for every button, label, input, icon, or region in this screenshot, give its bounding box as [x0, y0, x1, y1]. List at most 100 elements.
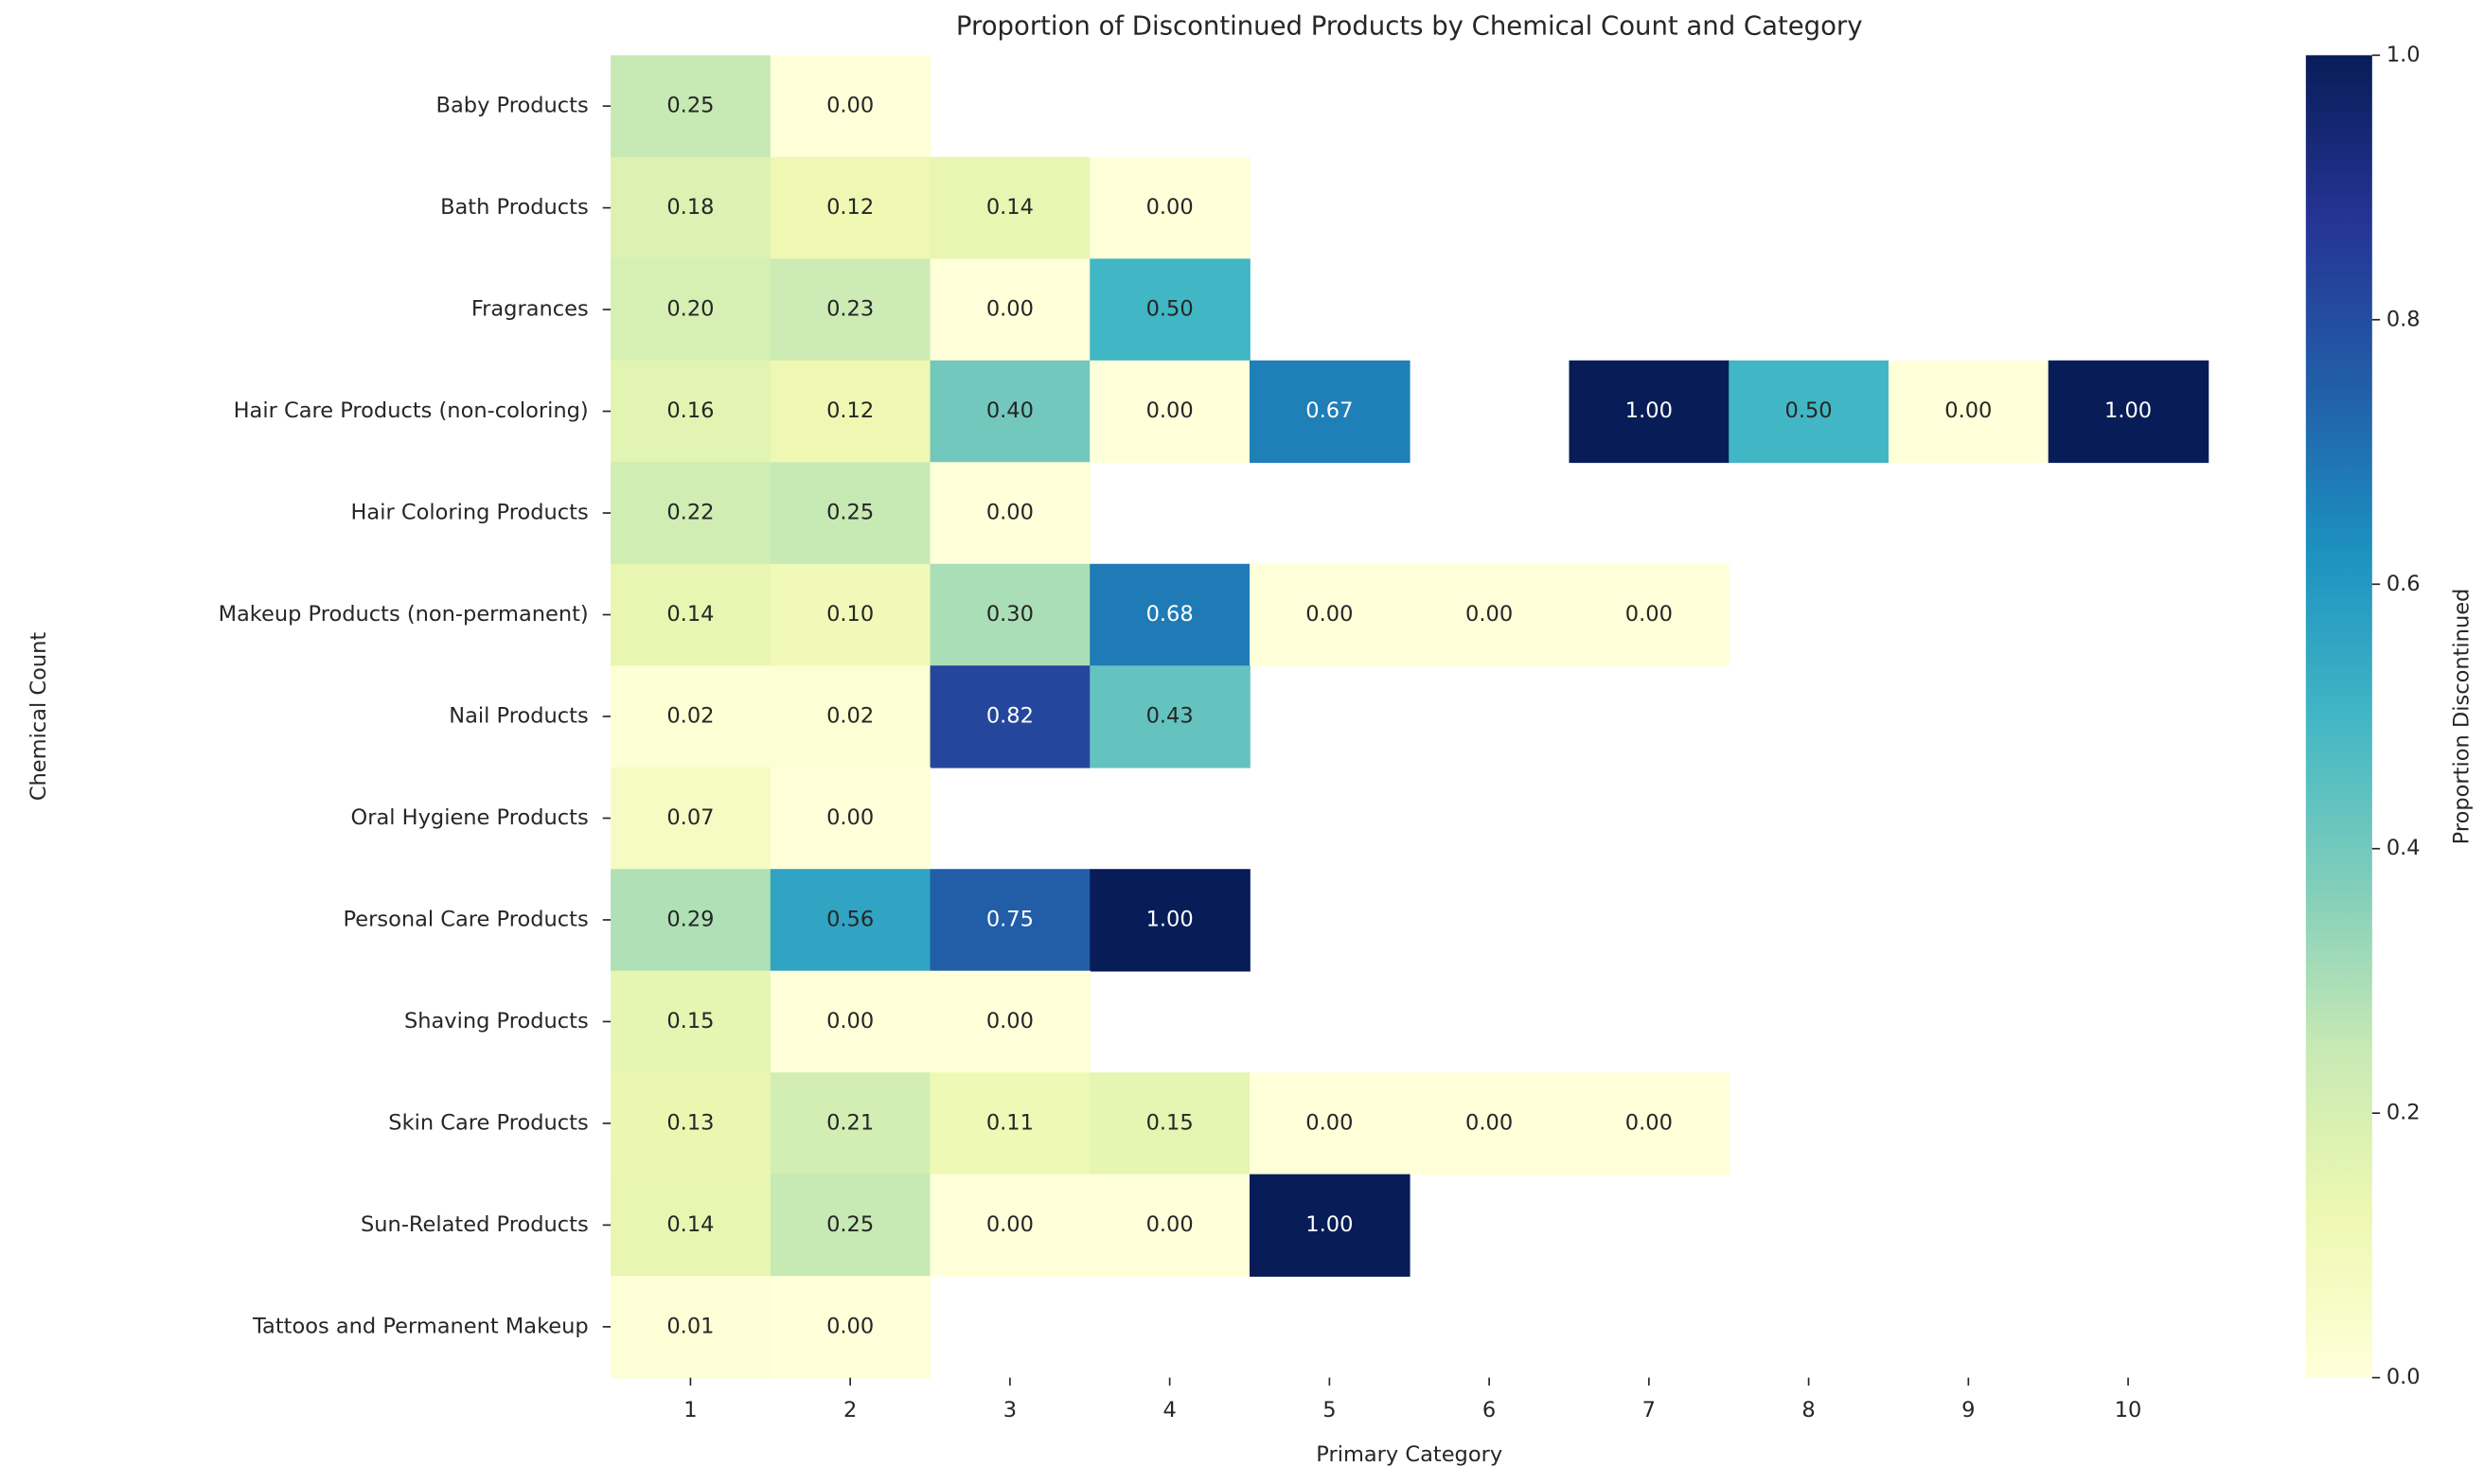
- heatmap-cell: [1090, 156, 1251, 260]
- y-tick-label: Nail Products: [449, 703, 588, 728]
- y-tick-label: Makeup Products (non-permanent): [219, 602, 589, 627]
- cell-label: 0.40: [986, 398, 1034, 423]
- heatmap-cell: [930, 156, 1091, 260]
- colorbar-label: Proportion Discontinued: [2449, 589, 2474, 845]
- x-tick-label: 5: [1322, 1398, 1336, 1422]
- cell-label: 0.00: [1146, 1212, 1194, 1237]
- heatmap-cell: [770, 1174, 932, 1277]
- cell-label: 0.68: [1146, 602, 1194, 627]
- heatmap-cell: [930, 1072, 1091, 1175]
- y-tick-label: Shaving Products: [404, 1009, 589, 1034]
- heatmap-cell: [1090, 1072, 1251, 1175]
- x-tick-label: 1: [683, 1398, 697, 1422]
- heatmap-cell: [611, 258, 772, 362]
- cell-label: 0.12: [826, 195, 874, 220]
- cell-label: 0.25: [826, 1212, 874, 1237]
- colorbar-tick-label: 1.0: [2386, 43, 2421, 67]
- cell-label: 0.02: [666, 703, 714, 728]
- heatmap-cell: [611, 360, 772, 464]
- heatmap-cell: [611, 970, 772, 1074]
- heatmap-cell: [770, 563, 932, 667]
- colorbar: [2305, 55, 2372, 1378]
- x-tick-label: 7: [1642, 1398, 1656, 1422]
- cell-label: 0.22: [666, 501, 714, 525]
- heatmap-cell: [1250, 563, 1411, 667]
- cell-label: 0.18: [666, 195, 714, 220]
- cell-label: 0.00: [986, 501, 1034, 525]
- x-tick-label: 6: [1482, 1398, 1496, 1422]
- y-axis-label: Chemical Count: [27, 632, 51, 802]
- cell-label: 0.00: [1625, 602, 1673, 627]
- colorbar-tick-label: 0.0: [2386, 1365, 2421, 1389]
- heatmap-cell: [770, 1276, 932, 1379]
- cell-label: 0.00: [1305, 602, 1353, 627]
- cell-label: 0.20: [666, 297, 714, 322]
- heatmap-cell: [930, 970, 1091, 1074]
- heatmap-cell: [930, 869, 1091, 972]
- x-tick-label: 10: [2115, 1398, 2142, 1422]
- x-tick-label: 2: [843, 1398, 857, 1422]
- cell-label: 0.00: [826, 1314, 874, 1338]
- heatmap-cell: [2048, 360, 2209, 464]
- heatmap-cell: [611, 665, 772, 768]
- heatmap-cell: [1569, 360, 1730, 464]
- colorbar-tick-label: 0.2: [2386, 1101, 2421, 1125]
- heatmap-cell: [1090, 258, 1251, 362]
- heatmap-cell: [1409, 1072, 1570, 1175]
- heatmap-cell: [930, 665, 1091, 768]
- heatmap-cell: [1090, 1174, 1251, 1277]
- cell-label: 1.00: [2104, 398, 2152, 423]
- x-tick-label: 9: [1961, 1398, 1975, 1422]
- heatmap-cell: [770, 462, 932, 565]
- cell-label: 0.43: [1146, 703, 1194, 728]
- heatmap-cell: [770, 55, 932, 158]
- cell-label: 0.25: [826, 501, 874, 525]
- cell-label: 0.25: [666, 94, 714, 118]
- y-tick-label: Oral Hygiene Products: [351, 805, 589, 830]
- heatmap-cell: [1090, 869, 1251, 972]
- x-tick-label: 8: [1801, 1398, 1815, 1422]
- y-tick-label: Hair Coloring Products: [351, 501, 589, 525]
- cell-label: 0.00: [826, 1009, 874, 1034]
- cell-label: 0.82: [986, 703, 1034, 728]
- cell-label: 0.50: [1785, 398, 1833, 423]
- cell-label: 0.01: [666, 1314, 714, 1338]
- heatmap-cell: [1409, 563, 1570, 667]
- cell-label: 0.75: [986, 907, 1034, 931]
- cell-label: 0.21: [826, 1110, 874, 1135]
- x-axis-label: Primary Category: [1316, 1442, 1502, 1467]
- heatmap-cell: [611, 55, 772, 158]
- y-tick-label: Personal Care Products: [344, 907, 589, 931]
- heatmap-cell: [770, 1072, 932, 1175]
- heatmap-cell: [1250, 1072, 1411, 1175]
- heatmap-cell: [770, 258, 932, 362]
- cell-label: 1.00: [1146, 907, 1194, 931]
- cell-label: 0.12: [826, 398, 874, 423]
- cell-label: 0.23: [826, 297, 874, 322]
- cell-label: 0.56: [826, 907, 874, 931]
- y-tick-label: Skin Care Products: [388, 1110, 588, 1135]
- cell-label: 0.00: [1465, 602, 1513, 627]
- cell-label: 0.16: [666, 398, 714, 423]
- y-tick-label: Tattoos and Permanent Makeup: [252, 1314, 589, 1338]
- heatmap-cell: [770, 970, 932, 1074]
- heatmap-cell: [770, 767, 932, 871]
- x-tick-label: 4: [1162, 1398, 1176, 1422]
- heatmap-cell: [1090, 360, 1251, 464]
- cell-label: 1.00: [1625, 398, 1673, 423]
- cell-label: 0.00: [1465, 1110, 1513, 1135]
- heatmap-cell: [770, 869, 932, 972]
- cell-label: 0.14: [986, 195, 1034, 220]
- cell-label: 0.00: [986, 297, 1034, 322]
- heatmap-cell: [1888, 360, 2049, 464]
- heatmap-cell: [770, 665, 932, 768]
- cell-label: 1.00: [1305, 1212, 1353, 1237]
- heatmap-cell: [611, 462, 772, 565]
- heatmap-cell: [1729, 360, 1890, 464]
- heatmap-cell: [770, 156, 932, 260]
- cell-label: 0.29: [666, 907, 714, 931]
- cell-label: 0.30: [986, 602, 1034, 627]
- cell-label: 0.00: [986, 1212, 1034, 1237]
